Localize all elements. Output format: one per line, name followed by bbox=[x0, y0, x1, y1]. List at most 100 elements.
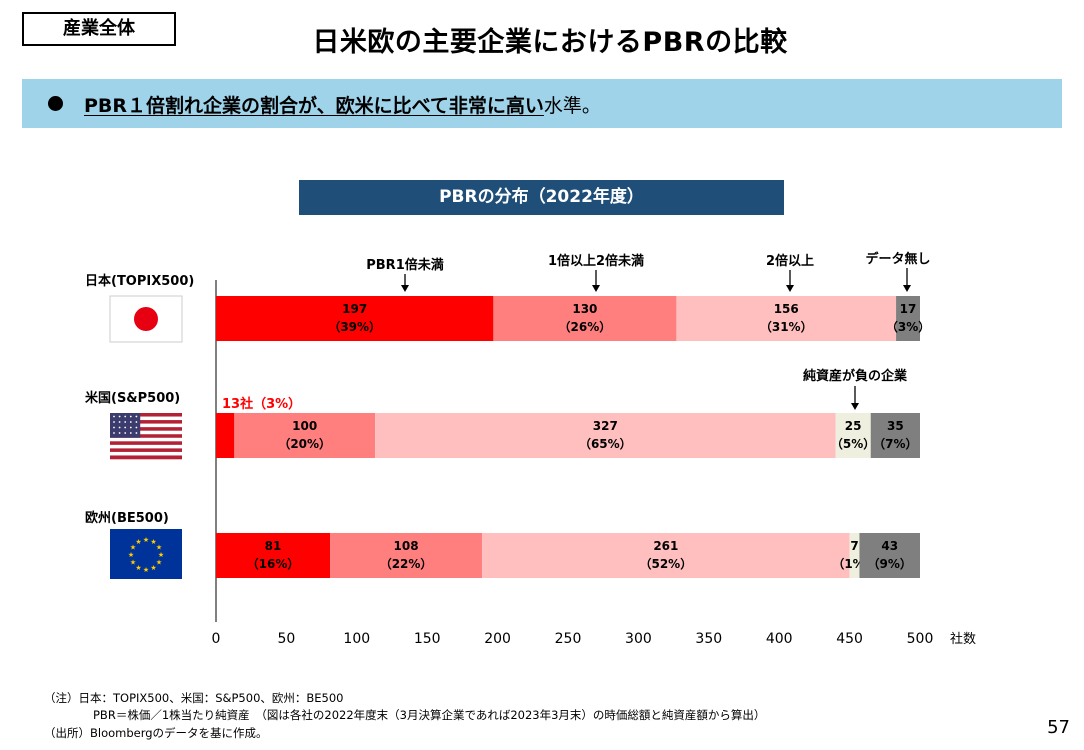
eu-flag-star: ★ bbox=[156, 544, 162, 552]
eu-flag-star: ★ bbox=[135, 564, 141, 572]
bar-segment bbox=[216, 413, 235, 458]
x-tick-label: 200 bbox=[484, 631, 511, 647]
segment-value-label: 108 bbox=[394, 539, 419, 553]
usa-flag-star bbox=[124, 415, 127, 418]
segment-value-label: 327 bbox=[593, 419, 618, 433]
usa-flag-stripe bbox=[110, 434, 182, 439]
usa-flag-star bbox=[124, 426, 127, 429]
bar-segment bbox=[493, 296, 677, 341]
x-tick-label: 0 bbox=[212, 631, 221, 647]
usa-flag-stripe bbox=[110, 444, 182, 449]
usa-flag-star bbox=[129, 421, 132, 423]
summary-banner: PBR１倍割れ企業の割合が、欧米に比べて非常に高い水準。 bbox=[22, 79, 1062, 128]
bar-segment bbox=[216, 533, 331, 578]
eu-flag-star: ★ bbox=[158, 551, 164, 559]
category-annotation: データ無し bbox=[865, 251, 930, 267]
segment-value-label: 7 bbox=[850, 539, 858, 553]
segment-pct-label: （22%） bbox=[380, 556, 433, 571]
usa-flag-star bbox=[118, 421, 121, 423]
usa-flag-star bbox=[113, 426, 115, 429]
usa-flag-star bbox=[129, 415, 132, 418]
bar-segment bbox=[859, 533, 920, 578]
annotation-arrow-head bbox=[401, 285, 409, 292]
usa-flag-star bbox=[124, 421, 127, 423]
segment-pct-label: （5%） bbox=[831, 436, 875, 451]
page-number: 57 bbox=[1047, 717, 1070, 738]
usa-flag-star bbox=[113, 415, 115, 418]
annotation-arrow-head bbox=[592, 285, 600, 292]
segment-pct-label: （7%） bbox=[873, 436, 917, 451]
summary-emphasis: PBR１倍割れ企業の割合が、欧米に比べて非常に高い bbox=[84, 95, 544, 117]
usa-flag-stripe bbox=[110, 430, 182, 435]
eu-flag-star: ★ bbox=[135, 538, 141, 546]
eu-flag-star: ★ bbox=[128, 551, 134, 559]
annotation-arrow-head bbox=[903, 285, 911, 292]
bar-segment bbox=[676, 296, 897, 341]
bar-segment bbox=[849, 533, 860, 578]
category-annotation: PBR1倍未満 bbox=[366, 257, 444, 273]
summary-rest: 水準。 bbox=[543, 95, 601, 117]
chart-title: PBRの分布（2022年度） bbox=[299, 180, 784, 215]
segment-pct-label: （16%） bbox=[247, 556, 300, 571]
segment-value-label: 130 bbox=[572, 302, 597, 316]
usa-flag-stripe bbox=[110, 413, 182, 417]
x-tick-label: 50 bbox=[277, 631, 295, 647]
footnote-1: （注）日本：TOPIX500、米国：S&P500、欧州：BE500 bbox=[44, 691, 344, 705]
segment-value-label: 17 bbox=[900, 302, 917, 316]
stacked-bar-chart: 0 50 100 150 200 250 300 350 400 450 500 社数 日本(TOPIX… bbox=[85, 251, 976, 647]
annotation-arrow-head bbox=[786, 285, 794, 292]
segment-value-label: 261 bbox=[653, 539, 678, 553]
x-tick-label: 100 bbox=[343, 631, 370, 647]
section-tag: 産業全体 bbox=[22, 12, 176, 46]
usa-flag-stripe bbox=[110, 448, 182, 453]
category-annotation: 純資産が負の企業 bbox=[803, 368, 908, 384]
usa-flag-star bbox=[129, 432, 132, 434]
segment-pct-label: （26%） bbox=[559, 319, 612, 334]
x-tick-label: 250 bbox=[555, 631, 582, 647]
usa-flag-star bbox=[124, 432, 127, 434]
segment-pct-label: （9%） bbox=[868, 556, 912, 571]
usa-flag-star bbox=[118, 415, 121, 418]
segment-pct-label: （3%） bbox=[886, 319, 930, 334]
japan-flag-disc bbox=[134, 307, 158, 331]
x-axis-unit: 社数 bbox=[950, 631, 976, 647]
eu-flag-star: ★ bbox=[130, 544, 136, 552]
eu-flag-star: ★ bbox=[143, 566, 149, 574]
annotation-arrow-head bbox=[851, 403, 859, 410]
row-label: 日本(TOPIX500) bbox=[85, 273, 194, 289]
usa-flag-star bbox=[129, 426, 132, 429]
usa-flag-star bbox=[113, 421, 115, 423]
usa-flag-stripe bbox=[110, 437, 182, 442]
segment-value-label: 197 bbox=[342, 302, 367, 316]
bar-segment bbox=[234, 413, 376, 458]
bullet-icon bbox=[48, 96, 63, 111]
eu-flag-icon bbox=[110, 529, 182, 579]
segment-value-label: 43 bbox=[881, 539, 898, 553]
usa-flag-star bbox=[135, 432, 138, 434]
x-tick-label: 450 bbox=[836, 631, 863, 647]
eu-flag-star: ★ bbox=[143, 536, 149, 544]
usa-flag-stripe bbox=[110, 451, 182, 456]
segment-pct-label: （20%） bbox=[278, 436, 331, 451]
eu-flag-star: ★ bbox=[150, 538, 156, 546]
x-tick-label: 150 bbox=[414, 631, 441, 647]
x-tick-label: 300 bbox=[625, 631, 652, 647]
bar-segment bbox=[870, 413, 920, 458]
usa-flag-stripe bbox=[110, 455, 182, 460]
usa-flag-stripe bbox=[110, 427, 182, 431]
bar-segment bbox=[482, 533, 850, 578]
segment-value-label: 25 bbox=[845, 419, 862, 433]
bar-segment bbox=[375, 413, 836, 458]
segment-pct-label: （39%） bbox=[328, 319, 381, 334]
footnote-2: PBR＝株価／1株当たり純資産 （図は各社の2022年度末（3月決算企業であれば… bbox=[93, 708, 766, 722]
bar-segment bbox=[896, 296, 920, 341]
summary-text: PBR１倍割れ企業の割合が、欧米に比べて非常に高い水準。 bbox=[84, 91, 601, 118]
usa-flag-star bbox=[113, 432, 115, 434]
segment-value-label: 35 bbox=[887, 419, 904, 433]
segment-pct-label: （65%） bbox=[579, 436, 632, 451]
segment-pct-label: （31%） bbox=[760, 319, 813, 334]
usa-flag-star bbox=[118, 432, 121, 434]
footnote-3: （出所）Bloombergのデータを基に作成。 bbox=[44, 726, 268, 740]
x-tick-label: 500 bbox=[907, 631, 934, 647]
category-annotation: 1倍以上2倍未満 bbox=[548, 253, 644, 269]
